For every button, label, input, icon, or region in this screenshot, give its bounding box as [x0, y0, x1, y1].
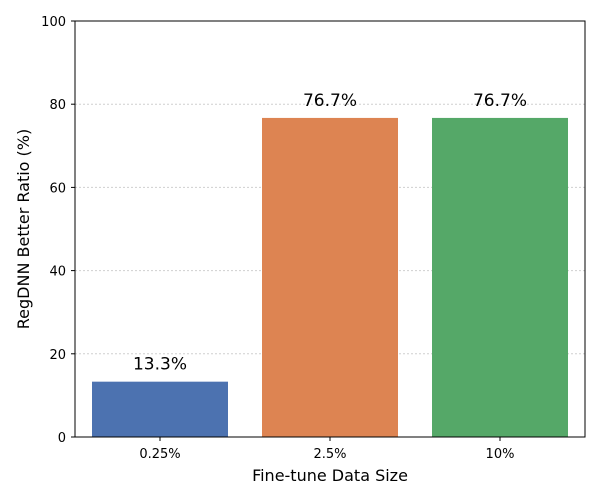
- plot-frame: [74, 20, 586, 438]
- y-tick-label: 80: [49, 98, 66, 113]
- labels-layer: 13.3% 76.7% 76.7%: [133, 91, 527, 375]
- x-tick-label: 10%: [486, 447, 515, 462]
- y-tick-label: 100: [41, 15, 66, 30]
- bar-0-25: [92, 381, 228, 437]
- y-tick-label: 20: [49, 348, 66, 363]
- axes-layer: 0.25% 2.5% 10% 0 20 40 60 80 100: [41, 15, 586, 462]
- x-axis-title: Fine-tune Data Size: [252, 466, 408, 485]
- y-tick-label: 0: [58, 431, 66, 446]
- bar-value-label: 76.7%: [303, 91, 357, 111]
- y-tick-label: 60: [49, 181, 66, 196]
- bar-2-5: [262, 117, 398, 437]
- bars-layer: [92, 117, 568, 437]
- bar-10: [432, 117, 568, 437]
- y-axis-title: RegDNN Better Ratio (%): [14, 129, 33, 329]
- x-tick-label: 2.5%: [313, 447, 346, 462]
- y-tick-label: 40: [49, 265, 66, 280]
- bar-value-label: 76.7%: [473, 91, 527, 111]
- bar-value-label: 13.3%: [133, 355, 187, 375]
- x-tick-label: 0.25%: [139, 447, 180, 462]
